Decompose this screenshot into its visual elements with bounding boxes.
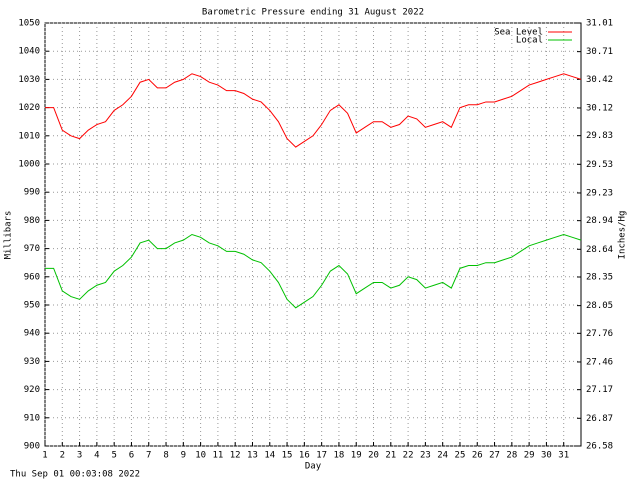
y-tick-label: 960	[24, 272, 40, 282]
y-tick-label: 940	[24, 329, 40, 339]
y-tick-label: 920	[24, 385, 40, 395]
y-tick-label: 1030	[18, 75, 40, 85]
x-tick-label: 12	[230, 451, 241, 461]
y2-tick-label: 28.64	[586, 245, 613, 255]
x-tick-label: 20	[368, 451, 379, 461]
y-tick-label: 980	[24, 216, 40, 226]
x-tick-label: 4	[94, 451, 99, 461]
x-tick-label: 17	[316, 451, 327, 461]
x-tick-label: 2	[60, 451, 65, 461]
x-tick-label: 19	[351, 451, 362, 461]
y-tick-label: 1050	[18, 19, 40, 29]
x-tick-label: 11	[212, 451, 223, 461]
y-tick-label: 970	[24, 244, 40, 254]
y-tick-label: 990	[24, 188, 40, 198]
x-tick-label: 10	[195, 451, 206, 461]
y-tick-label: 910	[24, 413, 40, 423]
x-tick-label: 8	[163, 451, 168, 461]
x-tick-label: 29	[524, 451, 535, 461]
y2-tick-label: 29.23	[586, 188, 613, 198]
x-axis-label: Day	[305, 462, 322, 472]
x-tick-label: 14	[264, 451, 275, 461]
x-tick-label: 3	[77, 451, 82, 461]
y2-tick-label: 29.53	[586, 160, 613, 170]
y2-tick-label: 27.76	[586, 329, 613, 339]
y-axis-label: Millibars	[4, 211, 14, 260]
x-tick-label: 28	[506, 451, 517, 461]
y2-tick-label: 26.87	[586, 414, 613, 424]
y-tick-label: 900	[24, 442, 40, 452]
y2-tick-label: 28.35	[586, 272, 613, 282]
x-tick-label: 23	[420, 451, 431, 461]
chart-title: Barometric Pressure ending 31 August 202…	[202, 8, 424, 18]
y2-tick-label: 28.94	[586, 216, 613, 226]
x-tick-label: 1	[42, 451, 47, 461]
y-tick-label: 930	[24, 357, 40, 367]
x-tick-label: 9	[181, 451, 186, 461]
y2-tick-label: 26.58	[586, 442, 613, 452]
y2-tick-label: 30.12	[586, 103, 613, 113]
legend-label: Local	[516, 36, 543, 46]
x-tick-label: 15	[282, 451, 293, 461]
x-tick-label: 26	[472, 451, 483, 461]
x-tick-label: 21	[385, 451, 396, 461]
x-tick-label: 5	[111, 451, 116, 461]
x-tick-label: 22	[403, 451, 414, 461]
y-tick-label: 1000	[18, 160, 40, 170]
y-tick-label: 1040	[18, 47, 40, 57]
y2-tick-label: 28.05	[586, 301, 613, 311]
x-tick-label: 24	[437, 451, 448, 461]
y2-tick-label: 30.71	[586, 47, 613, 57]
y-tick-label: 1020	[18, 103, 40, 113]
y2-tick-label: 29.83	[586, 131, 613, 141]
timestamp: Thu Sep 01 00:03:08 2022	[10, 470, 140, 480]
series-line	[45, 73, 582, 148]
x-tick-label: 16	[299, 451, 310, 461]
x-tick-label: 25	[455, 451, 466, 461]
y2-tick-label: 27.17	[586, 385, 613, 395]
x-tick-label: 30	[541, 451, 552, 461]
legend-label: Sea Level	[494, 28, 543, 38]
y2-tick-label: 27.46	[586, 357, 613, 367]
y2-tick-label: 30.42	[586, 75, 613, 85]
x-tick-label: 13	[247, 451, 258, 461]
series-line	[45, 233, 582, 309]
y2-axis-label: Inches/Hg	[618, 211, 628, 260]
x-tick-label: 6	[129, 451, 134, 461]
y-tick-label: 950	[24, 301, 40, 311]
x-tick-label: 7	[146, 451, 151, 461]
x-tick-label: 18	[334, 451, 345, 461]
y-tick-label: 1010	[18, 131, 40, 141]
x-tick-label: 27	[489, 451, 500, 461]
y2-tick-label: 31.01	[586, 19, 613, 29]
x-tick-label: 31	[558, 451, 569, 461]
